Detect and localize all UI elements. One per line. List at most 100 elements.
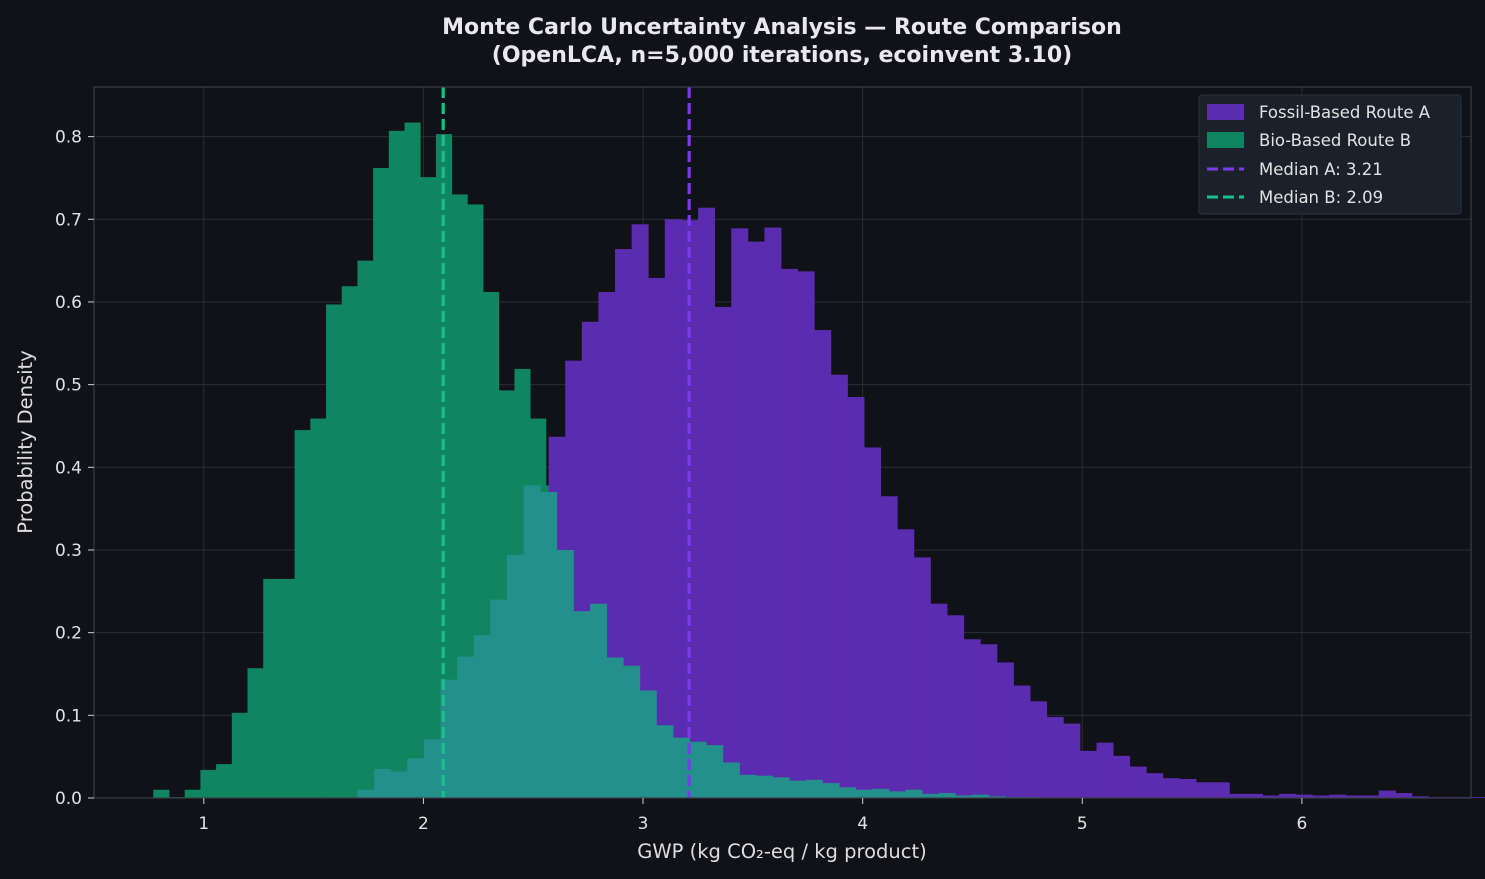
bar-overlap xyxy=(971,794,989,798)
bar-route-b xyxy=(263,578,280,798)
bar-route-b xyxy=(341,286,358,798)
bar-overlap xyxy=(672,737,691,798)
bar-route-a xyxy=(1046,716,1064,798)
y-tick-label: 0.3 xyxy=(55,541,82,561)
x-tick-label: 3 xyxy=(638,814,649,834)
y-tick-label: 0.1 xyxy=(55,706,82,726)
bar-overlap xyxy=(988,796,1006,798)
bar-route-b xyxy=(435,134,453,799)
chart-title-line2: (OpenLCA, n=5,000 iterations, ecoinvent … xyxy=(492,43,1072,68)
bar-overlap xyxy=(540,492,558,798)
bar-overlap xyxy=(523,485,541,798)
bar-route-a xyxy=(731,228,749,798)
bar-route-a xyxy=(947,615,965,798)
bar-route-a xyxy=(1478,797,1485,798)
bar-route-a xyxy=(1245,793,1263,798)
bar-route-a xyxy=(980,644,998,798)
legend-label-route-a: Fossil-Based Route A xyxy=(1259,103,1431,122)
bar-overlap xyxy=(440,679,458,798)
bar-route-a xyxy=(714,306,732,798)
bar-route-a xyxy=(880,496,898,798)
chart-title-line1: Monte Carlo Uncertainty Analysis — Route… xyxy=(442,15,1122,40)
bar-route-a xyxy=(1362,795,1380,798)
bar-overlap xyxy=(606,657,624,798)
bar-overlap xyxy=(922,793,940,798)
bar-route-a xyxy=(747,241,765,798)
bar-route-a xyxy=(930,603,948,798)
x-axis-ticks: 1 2 3 4 5 6 xyxy=(198,798,1307,834)
bar-route-a xyxy=(1229,793,1247,798)
legend-box xyxy=(1198,94,1462,215)
bar-route-a xyxy=(897,529,915,798)
bar-route-a xyxy=(648,277,666,798)
bar-route-a xyxy=(913,557,931,798)
bar-route-b xyxy=(231,712,248,798)
x-tick-label: 1 xyxy=(198,814,209,834)
bar-route-a xyxy=(1279,793,1297,798)
bar-route-b xyxy=(200,769,217,798)
bar-route-a xyxy=(996,662,1014,798)
bar-overlap xyxy=(390,771,408,798)
median-lines xyxy=(441,87,691,798)
bar-overlap xyxy=(357,789,375,798)
bar-overlap xyxy=(888,791,906,798)
bar-overlap xyxy=(407,758,425,798)
legend-swatch-route-a xyxy=(1207,104,1244,120)
bar-route-a xyxy=(1079,750,1097,798)
bar-route-a xyxy=(1262,795,1280,798)
y-tick-label: 0.4 xyxy=(55,458,82,478)
bar-overlap xyxy=(374,769,392,798)
legend-label-median-a: Median A: 3.21 xyxy=(1259,160,1383,179)
y-tick-label: 0.8 xyxy=(55,128,82,148)
legend: Fossil-Based Route A Bio-Based Route B M… xyxy=(1198,94,1462,215)
bar-route-a xyxy=(1295,794,1313,798)
y-tick-label: 0.2 xyxy=(55,624,82,644)
bar-route-b xyxy=(216,764,233,798)
bar-overlap xyxy=(423,739,441,798)
bar-overlap xyxy=(656,725,674,798)
bar-route-a xyxy=(1179,778,1197,798)
bar-overlap xyxy=(573,611,591,798)
legend-label-route-b: Bio-Based Route B xyxy=(1259,131,1411,150)
bar-route-b xyxy=(404,122,421,799)
bar-route-a xyxy=(1328,794,1346,798)
bar-overlap xyxy=(639,690,657,798)
y-axis-label: Probability Density xyxy=(14,350,37,533)
bar-overlap xyxy=(855,789,873,798)
bar-route-a xyxy=(1212,782,1230,798)
bar-overlap xyxy=(473,635,491,798)
bar-route-a xyxy=(1113,755,1131,798)
bar-route-b xyxy=(184,789,201,798)
bar-route-a xyxy=(963,639,981,798)
plot-frame xyxy=(93,86,1472,799)
bar-overlap xyxy=(789,780,807,798)
bar-route-a xyxy=(847,397,865,798)
y-tick-label: 0.0 xyxy=(55,789,82,809)
bar-route-b xyxy=(278,578,296,798)
series-fossil-based-route-a xyxy=(357,207,1485,799)
bar-overlap xyxy=(772,777,790,798)
bar-overlap xyxy=(623,665,641,798)
bar-overlap xyxy=(756,775,774,798)
bar-route-a xyxy=(1096,742,1114,798)
bar-route-a xyxy=(1411,796,1429,798)
bar-overlap xyxy=(905,789,923,798)
bar-overlap xyxy=(805,779,823,798)
bar-route-a xyxy=(797,271,815,798)
x-axis-label: GWP (kg CO₂-eq / kg product) xyxy=(637,840,926,863)
bar-route-a xyxy=(664,219,682,799)
bar-overlap xyxy=(955,795,973,798)
bar-route-a xyxy=(1146,773,1164,798)
bar-route-b xyxy=(451,194,468,798)
bar-route-a xyxy=(814,330,832,798)
bar-route-a xyxy=(764,227,782,798)
bar-overlap xyxy=(822,783,840,798)
bar-route-b xyxy=(326,304,343,798)
bar-overlap xyxy=(938,793,956,798)
bar-route-a xyxy=(1312,795,1330,798)
bar-route-b xyxy=(420,177,437,798)
bar-overlap xyxy=(589,603,607,798)
x-tick-label: 2 xyxy=(418,814,429,834)
bar-route-a xyxy=(631,224,649,799)
bar-route-a xyxy=(1196,782,1214,798)
